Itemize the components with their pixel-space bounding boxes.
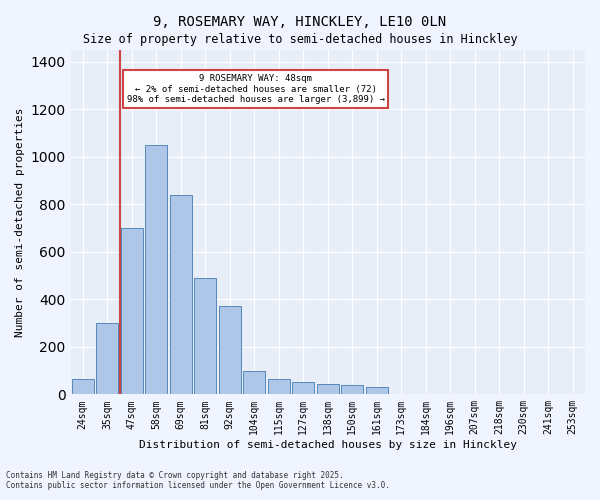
X-axis label: Distribution of semi-detached houses by size in Hinckley: Distribution of semi-detached houses by … — [139, 440, 517, 450]
Text: 9, ROSEMARY WAY, HINCKLEY, LE10 0LN: 9, ROSEMARY WAY, HINCKLEY, LE10 0LN — [154, 15, 446, 29]
Bar — [366, 387, 388, 394]
Text: Contains HM Land Registry data © Crown copyright and database right 2025.
Contai: Contains HM Land Registry data © Crown c… — [6, 470, 390, 490]
Text: Size of property relative to semi-detached houses in Hinckley: Size of property relative to semi-detach… — [83, 32, 517, 46]
Bar — [72, 379, 94, 394]
Bar — [96, 323, 118, 394]
Bar — [268, 379, 290, 394]
Bar — [170, 195, 192, 394]
Y-axis label: Number of semi-detached properties: Number of semi-detached properties — [15, 108, 25, 337]
Bar — [243, 370, 265, 394]
Bar — [145, 145, 167, 394]
Bar — [292, 382, 314, 394]
Bar — [121, 228, 143, 394]
Bar — [317, 384, 339, 394]
Text: 9 ROSEMARY WAY: 48sqm
← 2% of semi-detached houses are smaller (72)
98% of semi-: 9 ROSEMARY WAY: 48sqm ← 2% of semi-detac… — [127, 74, 385, 104]
Bar — [341, 385, 363, 394]
Bar — [219, 306, 241, 394]
Bar — [194, 278, 217, 394]
